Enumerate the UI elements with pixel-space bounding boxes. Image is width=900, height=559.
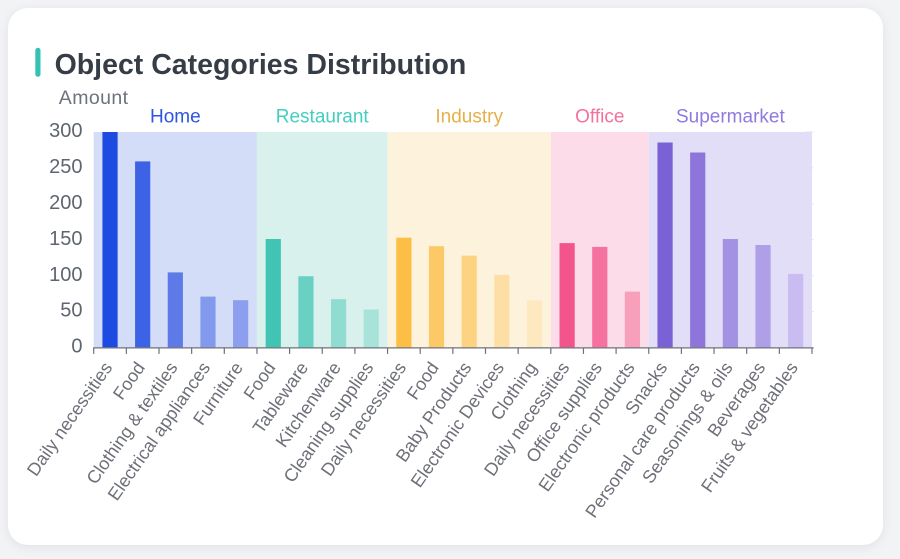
svg-text:100: 100	[49, 264, 82, 286]
svg-text:0: 0	[71, 336, 82, 358]
svg-text:300: 300	[49, 120, 82, 142]
svg-text:150: 150	[49, 228, 82, 250]
svg-text:200: 200	[49, 192, 82, 214]
svg-text:Industry: Industry	[435, 107, 503, 128]
svg-text:250: 250	[49, 156, 82, 178]
svg-text:Office: Office	[575, 107, 624, 128]
svg-text:Object Categories Distribution: Object Categories Distribution	[55, 49, 467, 81]
svg-text:50: 50	[60, 300, 82, 322]
svg-text:Supermarket: Supermarket	[676, 107, 785, 128]
svg-text:Restaurant: Restaurant	[276, 107, 370, 128]
svg-text:Home: Home	[150, 107, 201, 128]
svg-text:Amount: Amount	[59, 87, 129, 109]
